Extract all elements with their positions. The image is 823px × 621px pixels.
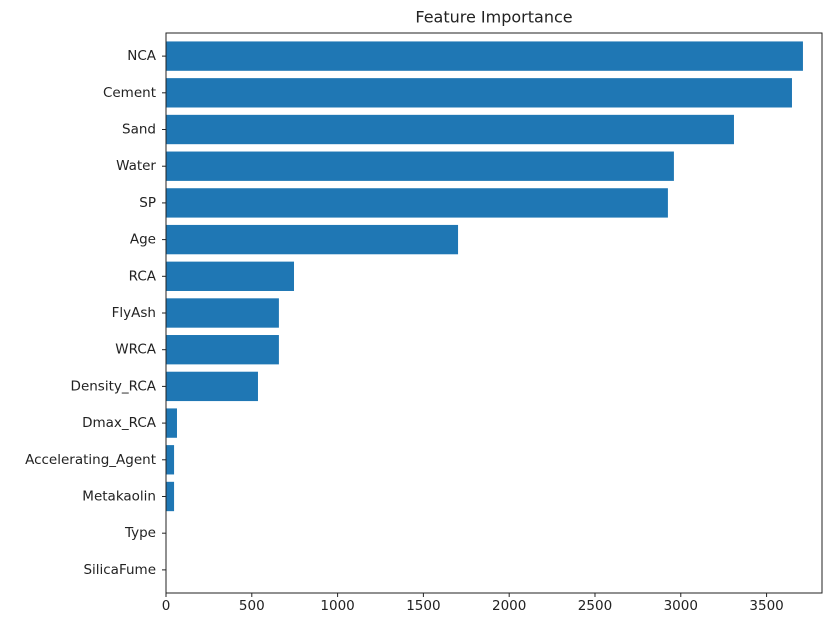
- bar: [166, 114, 734, 145]
- bar: [166, 408, 177, 438]
- y-tick-label: WRCA: [115, 342, 156, 358]
- x-tick-label: 2000: [492, 598, 526, 614]
- bar: [166, 224, 459, 255]
- bar: [166, 298, 279, 328]
- y-tick-label: Metakaolin: [82, 488, 156, 504]
- y-tick-label: NCA: [127, 48, 157, 64]
- bar: [166, 78, 792, 108]
- y-tick-label: Density_RCA: [71, 378, 157, 394]
- x-tick-label: 500: [239, 598, 265, 614]
- bar: [166, 481, 175, 512]
- y-tick-label: RCA: [129, 268, 157, 284]
- x-tick-label: 0: [162, 598, 171, 614]
- bar: [166, 371, 258, 402]
- bar: [166, 41, 803, 71]
- x-tick-label: 3000: [664, 598, 698, 614]
- y-tick-label: SilicaFume: [83, 562, 156, 578]
- y-tick-label: Age: [130, 232, 156, 248]
- bar: [166, 445, 175, 475]
- x-tick-label: 1000: [320, 598, 354, 614]
- y-tick-label: Type: [124, 525, 156, 541]
- bar: [166, 188, 668, 218]
- chart-title: Feature Importance: [415, 8, 572, 27]
- y-tick-label: Accelerating_Agent: [25, 452, 156, 468]
- bar: [166, 335, 279, 365]
- x-tick-label: 1500: [406, 598, 440, 614]
- y-tick-label: Cement: [103, 85, 156, 101]
- bar: [166, 261, 295, 291]
- y-tick-label: Sand: [122, 122, 156, 138]
- y-tick-label: Dmax_RCA: [82, 415, 157, 431]
- x-tick-label: 3500: [749, 598, 783, 614]
- x-tick-label: 2500: [578, 598, 612, 614]
- axes-frame: [165, 32, 823, 594]
- y-tick-label: FlyAsh: [112, 305, 156, 321]
- bar: [166, 151, 674, 181]
- y-tick-label: SP: [139, 195, 156, 211]
- y-tick-label: Water: [116, 158, 156, 174]
